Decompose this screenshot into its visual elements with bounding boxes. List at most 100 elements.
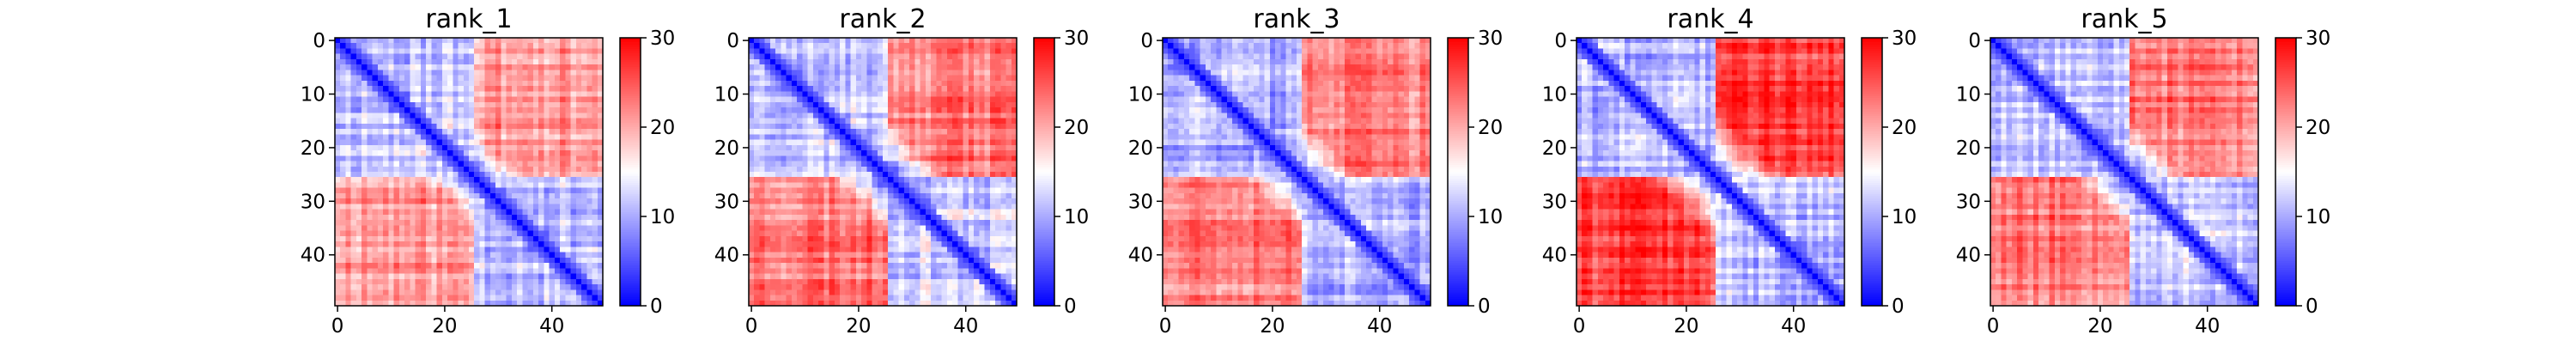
heatmap-cell <box>426 258 432 264</box>
heatmap-cell <box>431 253 437 259</box>
heatmap-cell <box>464 258 470 264</box>
heatmap-cell <box>985 113 991 119</box>
heatmap-cell <box>802 129 808 135</box>
heatmap-cell <box>926 124 932 130</box>
heatmap-cell <box>404 263 410 269</box>
heatmap-cell <box>335 150 341 156</box>
heatmap-cell <box>538 210 544 216</box>
heatmap-cell <box>560 241 566 247</box>
heatmap-cell <box>576 119 582 125</box>
heatmap-cell <box>581 241 587 247</box>
heatmap-cell <box>495 220 501 226</box>
heatmap-cell <box>447 54 453 60</box>
heatmap-cell <box>555 279 561 285</box>
heatmap-cell <box>878 150 884 156</box>
heatmap-cell <box>835 210 841 216</box>
heatmap-cell <box>544 182 550 188</box>
y-tick-label: 20 <box>301 137 325 160</box>
heatmap-cell <box>479 113 485 119</box>
heatmap-cell <box>560 258 566 264</box>
heatmap-cell <box>872 204 878 210</box>
heatmap-cell <box>581 198 587 204</box>
heatmap-cell <box>345 210 351 216</box>
heatmap-cell <box>394 64 400 70</box>
heatmap-cell <box>431 188 437 194</box>
heatmap-cell <box>969 204 975 210</box>
heatmap-cell <box>517 210 523 216</box>
heatmap-cell <box>453 284 459 290</box>
heatmap-cell <box>990 247 996 253</box>
heatmap-cell <box>586 43 592 49</box>
heatmap-cell <box>565 113 571 119</box>
heatmap-cell <box>335 140 341 146</box>
heatmap-cell <box>586 198 592 204</box>
heatmap-cell <box>888 193 894 199</box>
heatmap-cell <box>909 220 915 226</box>
heatmap-cell <box>351 198 357 204</box>
heatmap-cell <box>437 81 443 87</box>
heatmap-cell <box>749 172 755 178</box>
heatmap-cell <box>995 236 1001 242</box>
heatmap-cell <box>931 279 937 285</box>
heatmap-cell <box>416 231 422 237</box>
heatmap-cell <box>479 177 485 183</box>
heatmap-cell <box>335 295 341 301</box>
heatmap-cell <box>823 253 829 259</box>
heatmap-cell <box>942 124 948 130</box>
heatmap-cell <box>765 81 771 87</box>
heatmap-cell <box>512 279 518 285</box>
heatmap-cell <box>340 86 346 92</box>
heatmap-cell <box>765 155 771 161</box>
heatmap-cell <box>749 241 755 247</box>
heatmap-cell <box>490 64 496 70</box>
heatmap-cell <box>840 113 846 119</box>
heatmap-cell <box>878 43 884 49</box>
heatmap-cell <box>818 76 824 82</box>
heatmap-cell <box>1000 59 1006 65</box>
heatmap-cell <box>899 134 905 140</box>
heatmap-cell <box>416 182 422 188</box>
heatmap-cell <box>538 253 544 259</box>
heatmap-cell <box>931 48 937 54</box>
heatmap-cell <box>474 210 480 216</box>
heatmap-cell <box>560 198 566 204</box>
heatmap-cell <box>957 258 963 264</box>
heatmap-cell <box>808 124 814 130</box>
heatmap-cell <box>926 167 932 173</box>
colorbar-step <box>620 64 641 67</box>
heatmap-cell <box>770 140 776 146</box>
heatmap-cell <box>495 140 501 146</box>
heatmap-cell <box>571 43 577 49</box>
heatmap-cell <box>883 59 889 65</box>
heatmap-cell <box>469 43 475 49</box>
heatmap-cell <box>453 204 459 210</box>
heatmap-cell <box>373 140 379 146</box>
heatmap-cell <box>437 70 443 76</box>
heatmap-cell <box>914 236 920 242</box>
heatmap-cell <box>759 253 765 259</box>
heatmap-cell <box>388 279 394 285</box>
heatmap-cell <box>787 54 793 60</box>
heatmap-cell <box>453 188 459 194</box>
heatmap-cell <box>490 140 496 146</box>
heatmap-cell <box>985 134 991 140</box>
heatmap-cell <box>576 241 582 247</box>
heatmap-cell <box>501 274 507 280</box>
heatmap-cell <box>345 225 351 231</box>
heatmap-cell <box>367 91 373 97</box>
heatmap-cell <box>985 279 991 285</box>
heatmap-cell <box>453 231 459 237</box>
heatmap-cell <box>507 268 513 274</box>
heatmap-cell <box>507 241 513 247</box>
heatmap-cell <box>485 107 491 113</box>
heatmap-cell <box>592 215 598 221</box>
heatmap-cell <box>851 43 857 49</box>
heatmap-cell <box>361 70 368 76</box>
heatmap-cell <box>479 295 485 301</box>
heatmap-cell <box>802 279 808 285</box>
heatmap-cell <box>914 64 920 70</box>
heatmap-cell <box>931 64 937 70</box>
heatmap-cell <box>829 284 835 290</box>
heatmap-cell <box>974 113 980 119</box>
heatmap-cell <box>522 210 528 216</box>
